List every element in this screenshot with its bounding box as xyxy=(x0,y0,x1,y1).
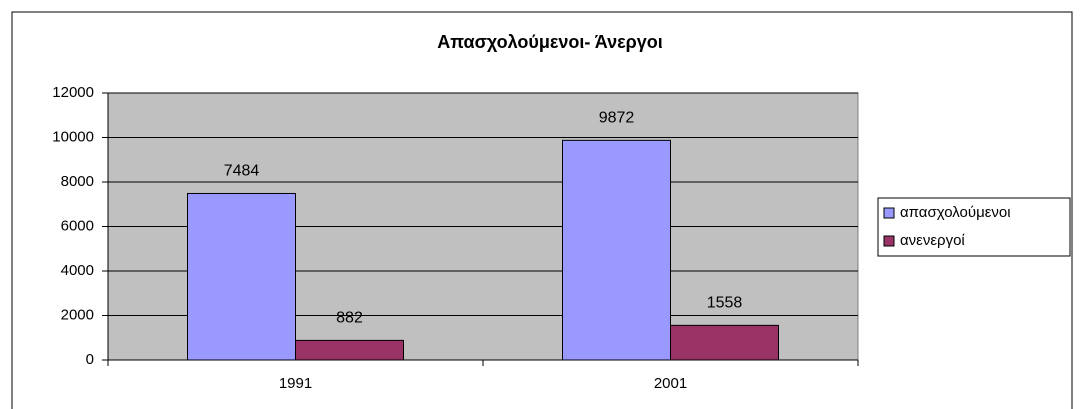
y-tick-label: 4000 xyxy=(61,262,94,279)
y-tick-label: 8000 xyxy=(61,173,94,190)
legend-label: απασχολούμενοι xyxy=(900,204,1011,221)
bar xyxy=(187,192,296,361)
data-label: 7484 xyxy=(224,163,260,180)
legend-swatch xyxy=(883,235,895,247)
bar xyxy=(295,339,404,361)
x-tick-label: 2001 xyxy=(654,375,687,392)
y-tick-label: 0 xyxy=(86,351,94,368)
y-tick-label: 2000 xyxy=(61,306,94,323)
chart-title: Απασχολούμενοι- Άνεργοι xyxy=(437,32,663,52)
bar xyxy=(562,139,671,361)
y-tick-label: 10000 xyxy=(52,128,94,145)
data-label: 882 xyxy=(336,310,363,327)
legend-label: ανενεργοί xyxy=(900,232,965,249)
y-tick-label: 6000 xyxy=(61,217,94,234)
bar xyxy=(670,324,779,361)
data-label: 9872 xyxy=(599,110,635,127)
y-tick-label: 12000 xyxy=(52,84,94,101)
legend-swatch xyxy=(883,207,895,219)
x-tick-label: 1991 xyxy=(279,375,312,392)
legend-box xyxy=(877,197,1071,257)
data-label: 1558 xyxy=(707,295,743,312)
